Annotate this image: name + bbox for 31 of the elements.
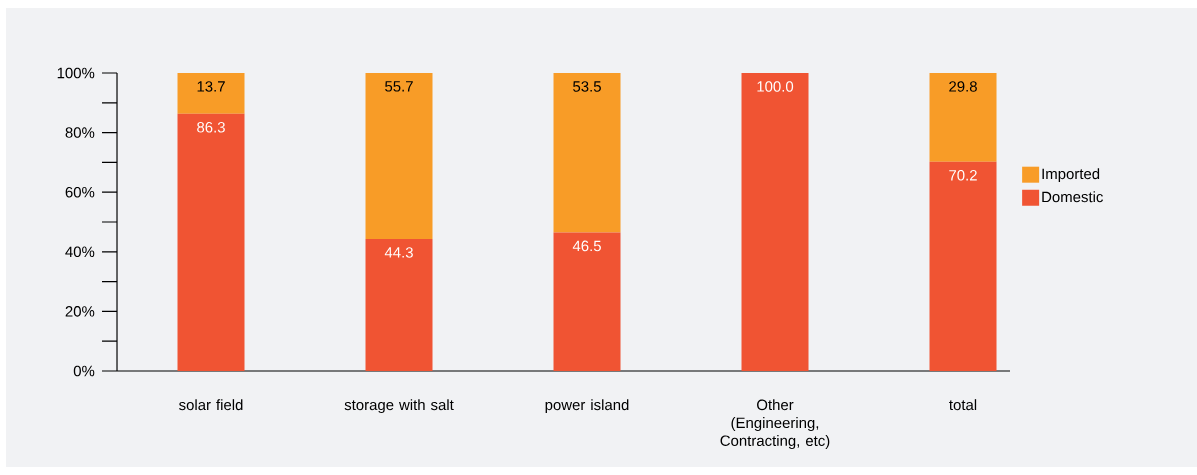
- data-label: 53.5: [573, 81, 601, 92]
- bar: [929, 161, 997, 371]
- bar: [177, 113, 245, 371]
- x-tick-label: Other (Engineering, Contracting, etc): [720, 399, 830, 449]
- bar: [929, 72, 997, 162]
- data-label: 13.7: [197, 81, 225, 92]
- legend-label: Imported: [1042, 168, 1100, 183]
- y-tick-label: 60%: [65, 186, 95, 198]
- y-tick-label: 100%: [57, 67, 95, 79]
- x-tick-label: solar field: [179, 399, 243, 411]
- data-label: 46.5: [572, 240, 601, 252]
- data-label: 70.2: [949, 169, 977, 181]
- y-tick-label: 40%: [65, 246, 95, 258]
- bar: [741, 72, 809, 371]
- y-tick-label: 80%: [65, 127, 95, 138]
- data-label: 44.3: [384, 247, 413, 258]
- x-tick-label: power island: [545, 399, 629, 414]
- data-label: 86.3: [197, 122, 225, 133]
- y-tick-label: 20%: [65, 306, 95, 317]
- bar: [365, 72, 433, 239]
- x-tick-label: storage with salt: [344, 399, 454, 414]
- legend-label: Domestic: [1042, 191, 1103, 203]
- bar: [553, 232, 621, 371]
- data-label: 29.8: [949, 81, 977, 92]
- data-label: 55.7: [385, 81, 413, 92]
- x-tick-label: total: [949, 399, 977, 411]
- y-tick-label: 0%: [73, 365, 95, 377]
- bar: [365, 238, 433, 371]
- bar: [177, 72, 245, 114]
- bar: [553, 72, 621, 233]
- data-label: 100.0: [757, 81, 794, 92]
